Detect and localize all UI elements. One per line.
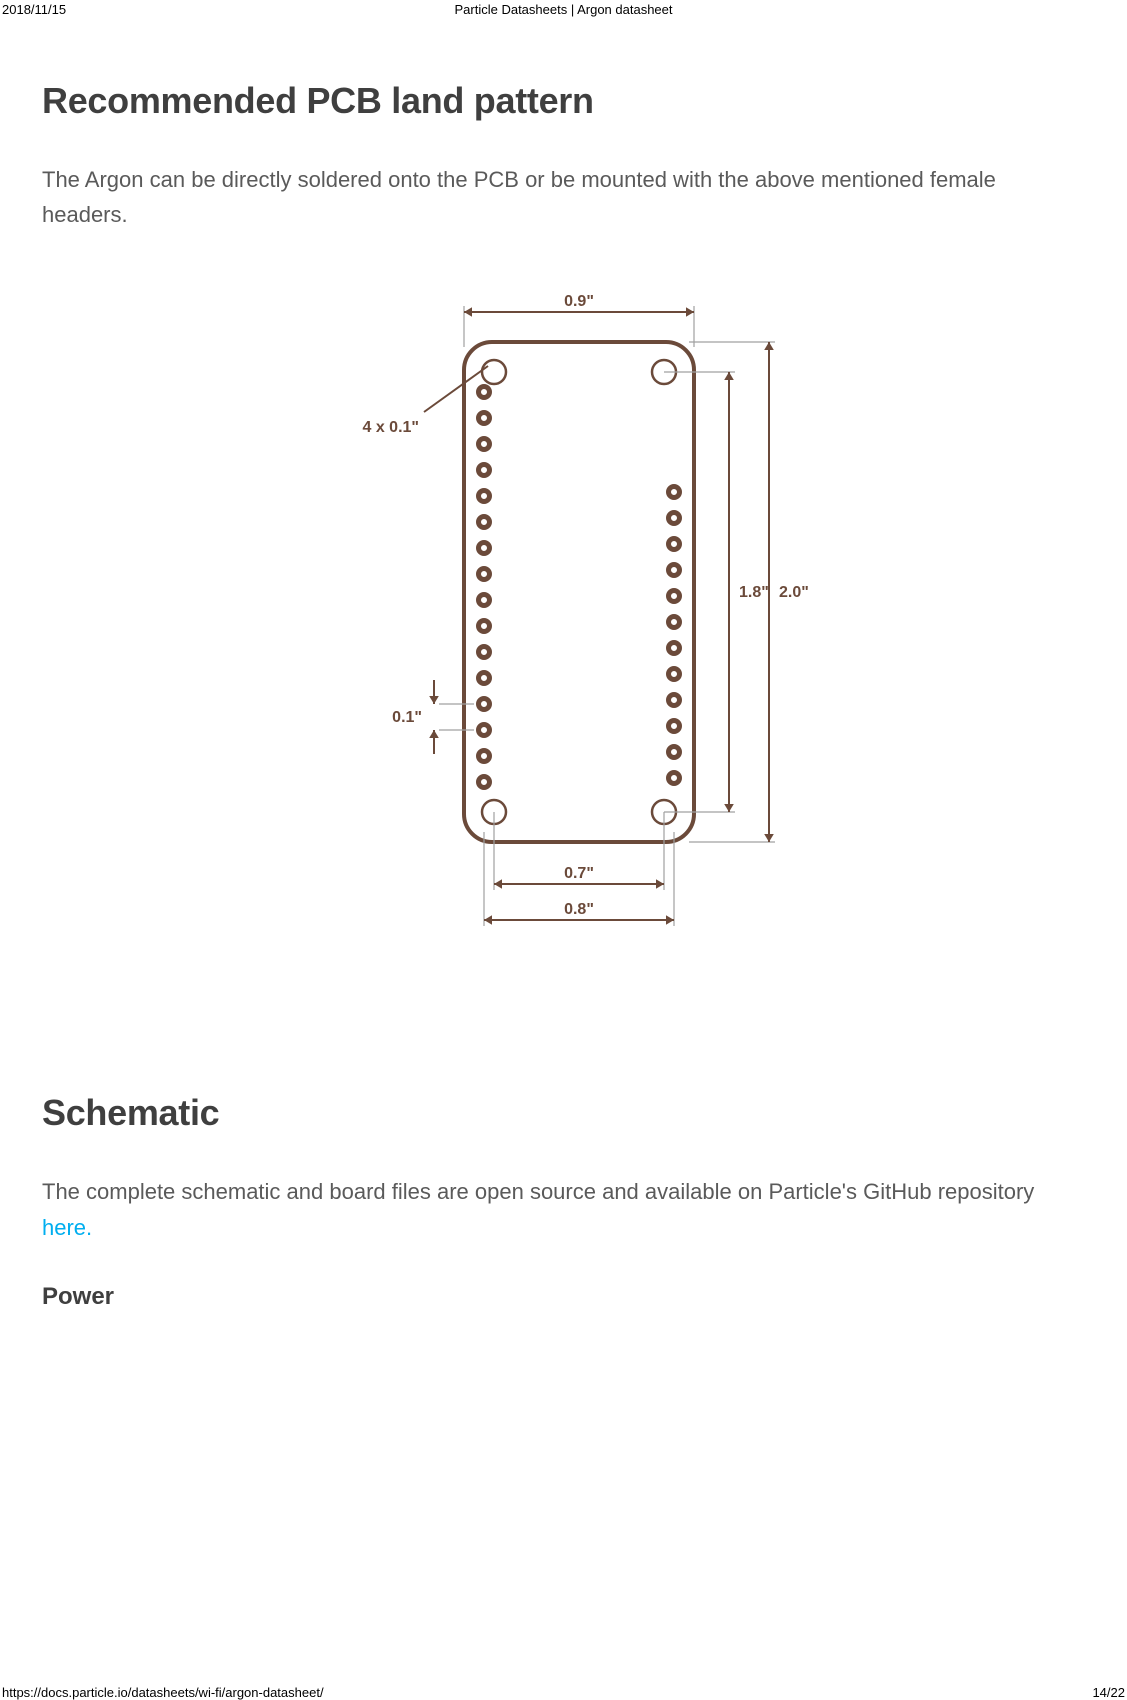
print-doc-title: Particle Datasheets | Argon datasheet <box>0 2 1127 17</box>
paragraph-pcb-intro: The Argon can be directly soldered onto … <box>42 162 1085 232</box>
heading-pcb-land-pattern: Recommended PCB land pattern <box>42 80 1085 122</box>
schematic-text: The complete schematic and board files a… <box>42 1179 1034 1204</box>
schematic-link[interactable]: here. <box>42 1215 92 1240</box>
svg-text:0.9": 0.9" <box>564 293 594 310</box>
heading-power: Power <box>42 1283 1085 1311</box>
svg-text:4 x 0.1": 4 x 0.1" <box>362 419 419 436</box>
heading-schematic: Schematic <box>42 1092 1085 1134</box>
svg-text:0.1": 0.1" <box>392 709 422 726</box>
svg-text:1.8": 1.8" <box>739 584 769 601</box>
svg-text:2.0": 2.0" <box>779 584 809 601</box>
pcb-svg: 0.9" 4 x 0.1" 0.1" 1.8" 2.0" 0.7" 0.8" <box>284 272 844 972</box>
print-page-number: 14/22 <box>1092 1685 1125 1700</box>
svg-text:0.7": 0.7" <box>564 865 594 882</box>
document-content: Recommended PCB land pattern The Argon c… <box>0 0 1127 1311</box>
svg-text:0.8": 0.8" <box>564 901 594 918</box>
pcb-land-pattern-diagram: 0.9" 4 x 0.1" 0.1" 1.8" 2.0" 0.7" 0.8" <box>42 272 1085 972</box>
print-url: https://docs.particle.io/datasheets/wi-f… <box>2 1685 324 1700</box>
paragraph-schematic: The complete schematic and board files a… <box>42 1174 1085 1244</box>
